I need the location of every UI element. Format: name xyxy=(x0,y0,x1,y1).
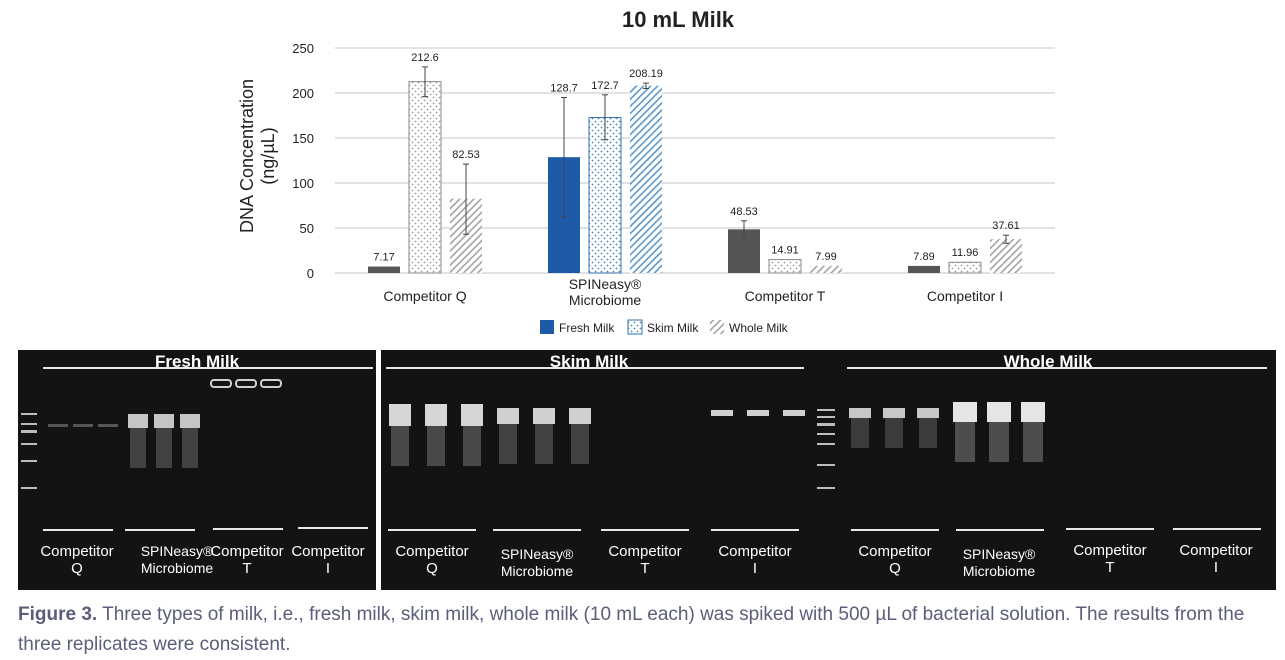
caption-label: Figure 3. xyxy=(18,604,98,625)
bar-fresh-milk xyxy=(368,266,400,273)
bar-chart: 10 mL Milk DNA Concentration (ng/µL) 0 50… xyxy=(237,7,1055,335)
gel-bands-fresh xyxy=(48,379,282,468)
y-axis-label: DNA Concentration (ng/µL) xyxy=(237,79,278,233)
data-label: 37.61 xyxy=(992,220,1020,232)
gel-lane-label-spineasy: SPINeasy® Microbiome xyxy=(122,543,232,577)
lane-label-line1: SPINeasy® xyxy=(962,546,1036,562)
data-label: 14.91 xyxy=(771,245,799,257)
legend-label: Fresh Milk xyxy=(559,321,615,335)
y-tick-label: 250 xyxy=(292,41,314,56)
gel-lane-label-t: Competitor T xyxy=(192,543,302,577)
bar-whole-milk xyxy=(630,85,662,273)
bar-skim-milk xyxy=(948,261,982,274)
skim-lane-label-q: Competitor Q xyxy=(377,543,487,577)
lane-label-line1: Competitor xyxy=(1179,542,1253,559)
gel-title-fresh: Fresh Milk xyxy=(154,352,240,371)
lane-label-line2: T xyxy=(640,560,650,577)
x-tick-label: SPINeasy® xyxy=(569,276,642,292)
lane-label-line1: Competitor xyxy=(608,543,682,560)
gel-title-whole: Whole Milk xyxy=(1003,352,1093,371)
y-tick-label: 200 xyxy=(292,86,314,101)
lane-label-line2: Q xyxy=(889,560,901,577)
lane-label-line2: I xyxy=(1213,559,1219,576)
lane-label-line1: Competitor xyxy=(40,543,114,560)
bar-skim-milk xyxy=(768,259,802,274)
gel-lane-label-i: Competitor I xyxy=(273,543,383,577)
lane-label-line2: I xyxy=(325,560,331,577)
x-tick-label: Competitor I xyxy=(927,288,1003,304)
y-tick-label: 50 xyxy=(300,221,314,236)
bar-skim-milk xyxy=(408,81,442,274)
whole-lane-label-q: Competitor Q xyxy=(840,543,950,577)
bar-skim-milk xyxy=(588,117,622,274)
lane-label-line1: Competitor xyxy=(291,543,365,560)
lane-label-line1: Competitor xyxy=(1073,542,1147,559)
whole-lane-label-t: Competitor T xyxy=(1055,542,1165,576)
gel-header-line xyxy=(43,367,373,369)
data-label: 7.89 xyxy=(913,251,934,263)
figure-caption: Figure 3. Three types of milk, i.e., fre… xyxy=(18,600,1268,660)
skim-lane-label-i: Competitor I xyxy=(700,543,810,577)
legend-swatch xyxy=(710,320,724,334)
lane-label-line2: Microbiome xyxy=(962,563,1036,579)
gel-lane-label-q: Competitor Q xyxy=(22,543,132,577)
gel-image-fresh xyxy=(21,367,373,531)
data-label: 212.6 xyxy=(411,52,439,64)
skim-lane-label-spineasy: SPINeasy® Microbiome xyxy=(482,546,592,580)
bar-whole-milk xyxy=(990,239,1022,273)
lane-label-line2: Microbiome xyxy=(140,560,214,576)
whole-lane-label-spineasy: SPINeasy® Microbiome xyxy=(944,546,1054,580)
caption-text: Three types of milk, i.e., fresh milk, s… xyxy=(18,604,1245,655)
gel-image-skim-whole xyxy=(386,367,1267,531)
gel-bands-whole xyxy=(849,402,1045,462)
y-axis-label-line1: DNA Concentration xyxy=(237,79,257,233)
lane-label-line2: Q xyxy=(426,560,438,577)
y-tick-label: 100 xyxy=(292,176,314,191)
legend-label: Whole Milk xyxy=(729,321,789,335)
y-tick-label: 150 xyxy=(292,131,314,146)
data-label: 7.17 xyxy=(373,252,394,264)
lane-label-line1: Competitor xyxy=(858,543,932,560)
ladder-bands xyxy=(817,409,835,489)
ladder-bands xyxy=(21,413,37,489)
lane-label-line1: Competitor xyxy=(395,543,469,560)
data-label: 208.19 xyxy=(629,68,663,80)
lane-label-line1: Competitor xyxy=(210,543,284,560)
y-axis-label-line2: (ng/µL) xyxy=(258,127,278,184)
x-tick-label: Competitor Q xyxy=(383,288,466,304)
lane-label-line1: Competitor xyxy=(718,543,792,560)
data-label: 172.7 xyxy=(591,80,619,92)
data-label: 82.53 xyxy=(452,149,480,161)
gel-bands-skim xyxy=(389,404,805,466)
data-label: 7.99 xyxy=(815,251,836,263)
lane-label-line2: Microbiome xyxy=(500,563,574,579)
legend-swatch xyxy=(627,319,643,335)
data-label: 11.96 xyxy=(952,247,979,259)
data-label: 128.7 xyxy=(550,83,578,95)
x-tick-label-line2: Microbiome xyxy=(569,292,642,308)
legend-label: Skim Milk xyxy=(647,321,699,335)
lane-label-line1: SPINeasy® xyxy=(500,546,574,562)
whole-lane-label-i: Competitor I xyxy=(1161,542,1271,576)
data-label: 48.53 xyxy=(730,206,758,218)
skim-lane-label-t: Competitor T xyxy=(590,543,700,577)
gel-panel-fresh: Fresh Milk Competitor Q SPINea xyxy=(18,350,376,590)
x-tick-label: Competitor T xyxy=(745,288,826,304)
lane-label-line2: Q xyxy=(71,560,83,577)
y-tick-label: 0 xyxy=(307,266,314,281)
lane-label-line2: T xyxy=(242,560,252,577)
gel-panel-skim-whole: Skim Milk Whole Milk xyxy=(381,350,1276,590)
legend-swatch xyxy=(540,320,554,334)
lane-label-line2: T xyxy=(1105,559,1115,576)
chart-title: 10 mL Milk xyxy=(622,7,735,32)
bar-fresh-milk xyxy=(908,265,940,273)
lane-label-line2: I xyxy=(752,560,758,577)
lane-label-line1: SPINeasy® xyxy=(140,543,214,559)
gel-title-skim: Skim Milk xyxy=(549,352,629,371)
bar-whole-milk xyxy=(810,265,842,273)
